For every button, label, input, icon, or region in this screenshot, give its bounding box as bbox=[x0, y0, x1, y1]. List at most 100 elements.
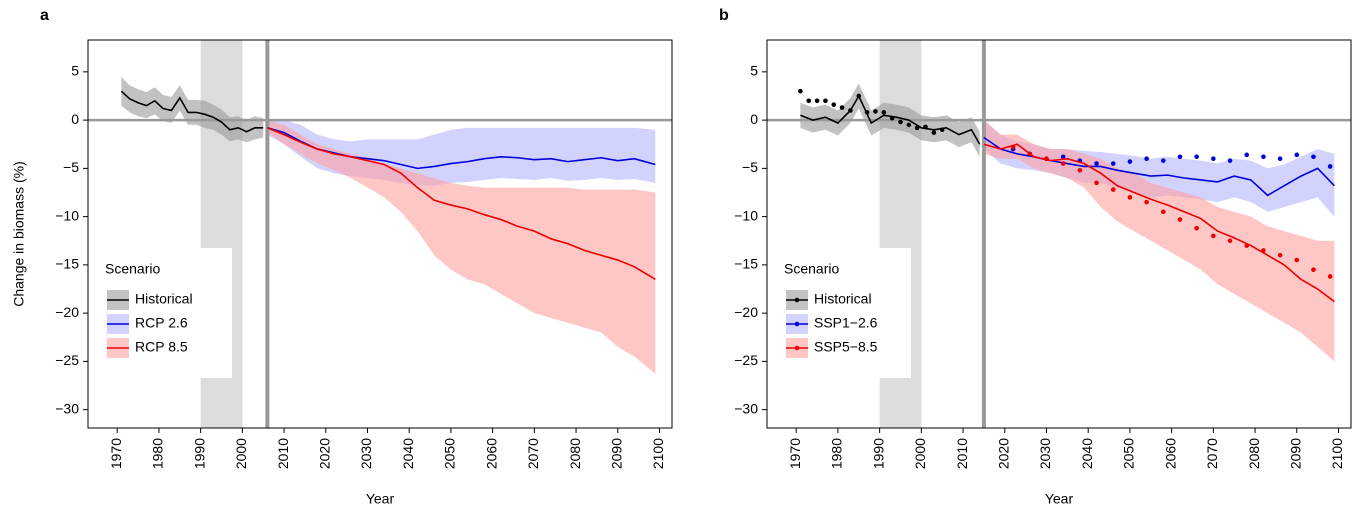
series-line bbox=[983, 143, 1335, 303]
x-tick-label: 1990 bbox=[870, 438, 886, 469]
series-dot bbox=[848, 108, 853, 113]
series-dot bbox=[1094, 161, 1099, 166]
series-dot bbox=[1160, 209, 1166, 215]
series-dot bbox=[1177, 154, 1183, 160]
x-tick-label: 2020 bbox=[995, 438, 1011, 469]
x-tick-label: 1970 bbox=[787, 438, 803, 469]
y-tick-label: 0 bbox=[750, 111, 758, 127]
series-dot bbox=[1127, 159, 1133, 164]
series-dot bbox=[1327, 164, 1333, 169]
plot-frame bbox=[766, 39, 1352, 429]
y-tick-label: −15 bbox=[734, 256, 758, 272]
series-dot bbox=[1194, 225, 1199, 231]
series-dot bbox=[1227, 158, 1233, 163]
x-axis-label: Year bbox=[1045, 491, 1074, 507]
series-dot bbox=[1010, 144, 1016, 150]
series-dot bbox=[931, 130, 937, 135]
x-tick-label: 1990 bbox=[191, 438, 207, 469]
series-dot bbox=[1227, 238, 1233, 244]
series-dot bbox=[1244, 243, 1250, 248]
x-axis-label: Year bbox=[366, 491, 395, 507]
series-dot bbox=[1060, 161, 1066, 166]
y-tick-label: −20 bbox=[55, 304, 79, 320]
x-tick-label: 2100 bbox=[1329, 438, 1345, 469]
y-tick-label: −5 bbox=[742, 159, 758, 175]
series-dot bbox=[881, 110, 887, 115]
series-dot bbox=[1311, 154, 1316, 160]
y-tick-label: −25 bbox=[734, 352, 758, 368]
legend-title: Scenario bbox=[784, 261, 839, 277]
series-dot bbox=[906, 122, 912, 128]
series-dot bbox=[1160, 158, 1166, 163]
legend-label: Historical bbox=[135, 291, 193, 307]
series-dot bbox=[1144, 199, 1149, 205]
x-tick-label: 2030 bbox=[358, 438, 374, 469]
legend-dot bbox=[794, 321, 800, 327]
y-tick-label: −10 bbox=[55, 207, 79, 223]
series-dot bbox=[1060, 154, 1066, 160]
series-dot bbox=[889, 115, 895, 121]
legend-label: SSP5−8.5 bbox=[814, 339, 878, 355]
series-dot bbox=[1127, 195, 1133, 200]
series-line bbox=[800, 94, 981, 145]
series-dot bbox=[939, 127, 945, 133]
series-dot bbox=[923, 124, 928, 130]
series-dot bbox=[856, 93, 862, 99]
plot-frame bbox=[87, 39, 673, 429]
y-tick-label: −25 bbox=[55, 352, 79, 368]
x-tick-label: 2100 bbox=[650, 438, 666, 469]
y-tick-label: −30 bbox=[55, 400, 79, 416]
x-tick-label: 2000 bbox=[233, 438, 249, 469]
legend-label: RCP 2.6 bbox=[135, 315, 188, 331]
series-line bbox=[120, 90, 264, 133]
series-dot bbox=[898, 119, 903, 125]
x-tick-label: 2060 bbox=[483, 438, 499, 469]
y-tick-label: −10 bbox=[734, 207, 758, 223]
confidence-band bbox=[121, 76, 264, 143]
legend-label: Historical bbox=[814, 291, 872, 307]
panel-label: b bbox=[719, 7, 729, 24]
x-tick-label: 2020 bbox=[316, 438, 332, 469]
series-dot bbox=[1144, 156, 1149, 162]
series-dot bbox=[1261, 248, 1266, 253]
y-tick-label: −5 bbox=[63, 159, 79, 175]
series-dot bbox=[864, 110, 870, 115]
legend-title: Scenario bbox=[105, 261, 160, 277]
x-tick-label: 2060 bbox=[1162, 438, 1178, 469]
legend-dot bbox=[794, 297, 800, 303]
x-tick-label: 2030 bbox=[1037, 438, 1053, 469]
series-dot bbox=[873, 109, 878, 114]
legend-dot bbox=[794, 345, 800, 351]
legend-label: RCP 8.5 bbox=[135, 339, 188, 355]
series-dot bbox=[1261, 154, 1266, 160]
x-tick-label: 2000 bbox=[912, 438, 928, 469]
y-tick-label: 5 bbox=[71, 63, 79, 79]
series-dot bbox=[839, 105, 845, 110]
y-axis-label: Change in biomass (%) bbox=[11, 161, 27, 307]
y-tick-label: −30 bbox=[734, 400, 758, 416]
legend-label: SSP1−2.6 bbox=[814, 315, 878, 331]
series-dot bbox=[1177, 217, 1183, 222]
series-dot bbox=[1077, 167, 1083, 173]
x-tick-label: 2040 bbox=[1079, 438, 1095, 469]
x-tick-label: 1980 bbox=[150, 438, 166, 469]
y-tick-label: −20 bbox=[734, 304, 758, 320]
confidence-band bbox=[983, 120, 1335, 217]
x-tick-label: 2040 bbox=[400, 438, 416, 469]
series-dot bbox=[1211, 233, 1216, 239]
confidence-band bbox=[267, 120, 656, 374]
series-dot bbox=[1211, 156, 1216, 162]
series-dot bbox=[1044, 156, 1049, 162]
series-dot bbox=[1110, 187, 1116, 192]
series-line bbox=[267, 127, 656, 281]
x-tick-label: 2080 bbox=[567, 438, 583, 469]
series-dot bbox=[1294, 152, 1300, 158]
x-tick-label: 2070 bbox=[525, 438, 541, 469]
x-tick-label: 2050 bbox=[442, 438, 458, 469]
y-tick-label: 5 bbox=[750, 63, 758, 79]
series-dot bbox=[1294, 257, 1300, 263]
x-tick-label: 2010 bbox=[954, 438, 970, 469]
confidence-band bbox=[983, 120, 1335, 362]
series-dot bbox=[831, 102, 837, 107]
